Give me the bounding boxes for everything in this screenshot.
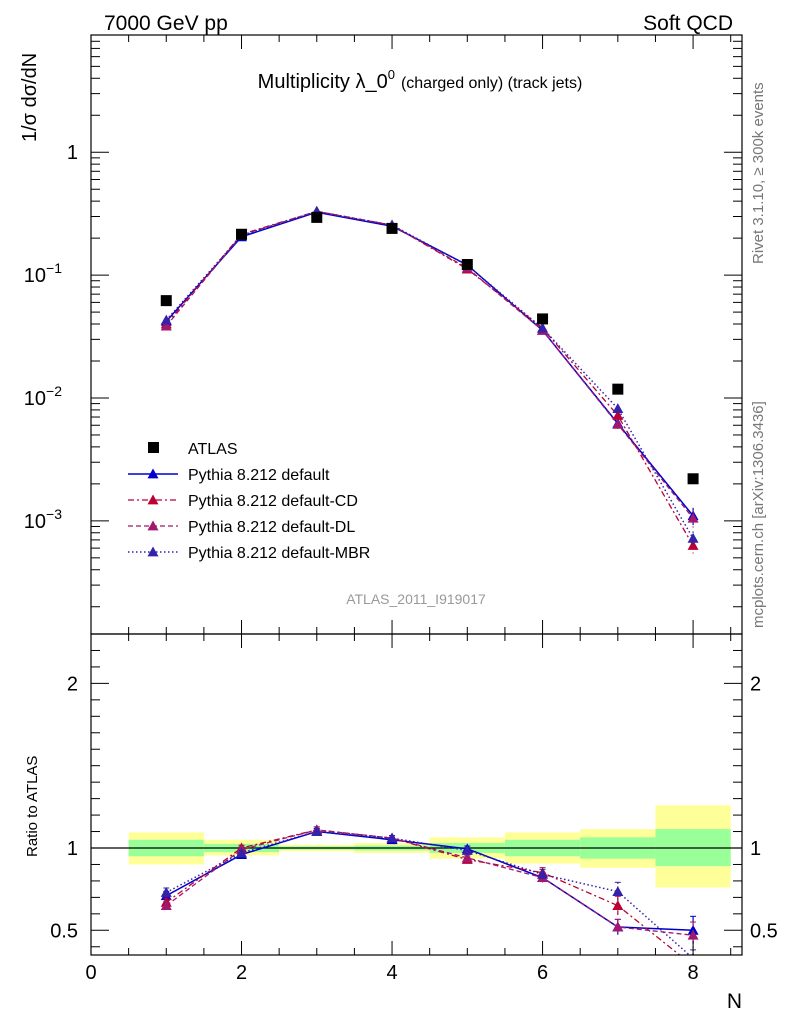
axes-group: 0 2 4 6 8 1 10−1 10−2 10−3 0.5 0.5 1 1 2 2 [24, 34, 778, 984]
series-marker-ratio-3-2 [311, 826, 323, 836]
header-left: 7000 GeV pp [104, 12, 228, 35]
series-marker-main-3-7 [687, 532, 699, 543]
main-series-group [160, 205, 699, 554]
data-marker-5 [537, 313, 549, 325]
series-marker-main-1-7 [687, 540, 699, 550]
legend-marker-2 [147, 494, 159, 505]
legend-label-4: Pythia 8.212 default-MBR [188, 545, 370, 562]
x-axis-label: N [727, 990, 742, 1013]
data-marker-6 [612, 383, 624, 395]
series-line-ratio-3 [165, 830, 691, 955]
y-tick-label-ratio-r-1: 1 [750, 838, 761, 860]
ratio-series-group [91, 824, 742, 955]
series-marker-ratio-2-4 [461, 852, 473, 863]
y-tick-label-main-1: 10−1 [24, 260, 62, 287]
y-tick-label-ratio-l-2: 2 [67, 673, 78, 695]
y-tick-label-ratio-r-0.5: 0.5 [750, 920, 778, 942]
legend-label-3: Pythia 8.212 default-DL [188, 519, 355, 536]
legend-label-2: Pythia 8.212 default-CD [188, 493, 358, 510]
x-tick-label-4: 4 [386, 962, 397, 984]
y-axis-label-ratio: Ratio to ATLAS [24, 756, 41, 857]
ratio-frame [90, 633, 743, 956]
series-line-ratio-2 [165, 829, 694, 936]
series-line-main-0 [165, 211, 694, 517]
series-marker-main-3-5 [537, 322, 549, 333]
y-tick-label-ratio-l-1: 1 [67, 838, 78, 860]
legend-marker-data [148, 442, 159, 453]
x-tick-label-0: 0 [85, 962, 96, 984]
side-rivet-label: Rivet 3.1.10, ≥ 300k events [750, 82, 767, 264]
y-tick-label-main-2: 10−2 [24, 383, 62, 410]
legend-label-0: ATLAS [188, 441, 238, 458]
header-right: Soft QCD [643, 12, 733, 35]
series-marker-ratio-3-3 [386, 832, 398, 843]
series-marker-ratio-1-6 [612, 900, 624, 911]
series-marker-main-3-6 [612, 403, 624, 413]
series-marker-main-2-7 [687, 512, 699, 523]
series-marker-ratio-3-0 [160, 886, 172, 897]
x-tick-label-8: 8 [688, 962, 699, 984]
series-marker-main-3-0 [160, 314, 172, 325]
series-marker-ratio-2-6 [612, 921, 624, 932]
legend: ATLAS Pythia 8.212 default Pythia 8.212 de… [128, 441, 370, 562]
y-tick-label-ratio-r-2: 2 [750, 673, 761, 695]
y-axis-label-main: 1/σ dσ/dN [19, 53, 41, 142]
data-marker-4 [461, 259, 473, 271]
data-marker-0 [160, 295, 172, 307]
data-marker-2 [311, 211, 323, 223]
ratio-uncertainty-bands [128, 805, 731, 888]
data-marker-7 [687, 473, 699, 485]
series-marker-ratio-2-0 [160, 900, 172, 911]
series-marker-main-2-0 [160, 320, 172, 331]
data-marker-3 [386, 222, 398, 234]
series-line-ratio-1 [165, 829, 681, 955]
legend-label-1: Pythia 8.212 default [188, 467, 330, 484]
y-tick-label-ratio-l-0.5: 0.5 [50, 920, 78, 942]
series-marker-main-1-6 [612, 410, 624, 420]
data-marker-1 [236, 228, 248, 240]
legend-marker-1 [147, 468, 159, 479]
series-line-main-2 [165, 210, 694, 519]
x-tick-label-2: 2 [236, 962, 247, 984]
series-marker-ratio-3-4 [461, 844, 473, 855]
x-tick-label-6: 6 [537, 962, 548, 984]
chart-title: Multiplicity λ_00(charged only) (track j… [258, 67, 583, 93]
side-mcplots-label: mcplots.cern.ch [arXiv:1306.3436] [750, 401, 767, 628]
series-marker-main-2-6 [612, 418, 624, 429]
series-marker-ratio-3-1 [236, 847, 248, 858]
analysis-watermark: ATLAS_2011_I919017 [346, 591, 486, 607]
y-tick-label-main-0: 1 [67, 142, 78, 164]
legend-marker-4 [147, 546, 159, 557]
series-marker-ratio-2-7 [687, 929, 699, 940]
series-marker-ratio-3-6 [612, 886, 624, 897]
y-tick-label-main-3: 10−3 [24, 506, 62, 533]
legend-marker-3 [147, 520, 159, 531]
series-marker-ratio-3-5 [537, 868, 549, 879]
series-line-main-3 [165, 210, 694, 539]
